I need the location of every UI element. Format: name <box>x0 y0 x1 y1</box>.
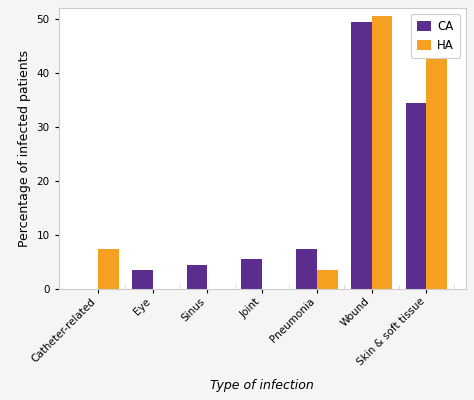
Bar <box>372 16 392 289</box>
Y-axis label: Percentage of infected patients: Percentage of infected patients <box>18 50 31 247</box>
Bar <box>426 49 447 289</box>
Bar <box>296 249 317 289</box>
Bar <box>406 103 426 289</box>
Bar <box>132 270 153 289</box>
Bar <box>98 249 118 289</box>
Bar <box>187 265 207 289</box>
Bar <box>317 270 337 289</box>
Bar <box>241 260 262 289</box>
Bar <box>351 22 372 289</box>
Legend: CA, HA: CA, HA <box>411 14 460 58</box>
X-axis label: Type of infection: Type of infection <box>210 379 314 392</box>
